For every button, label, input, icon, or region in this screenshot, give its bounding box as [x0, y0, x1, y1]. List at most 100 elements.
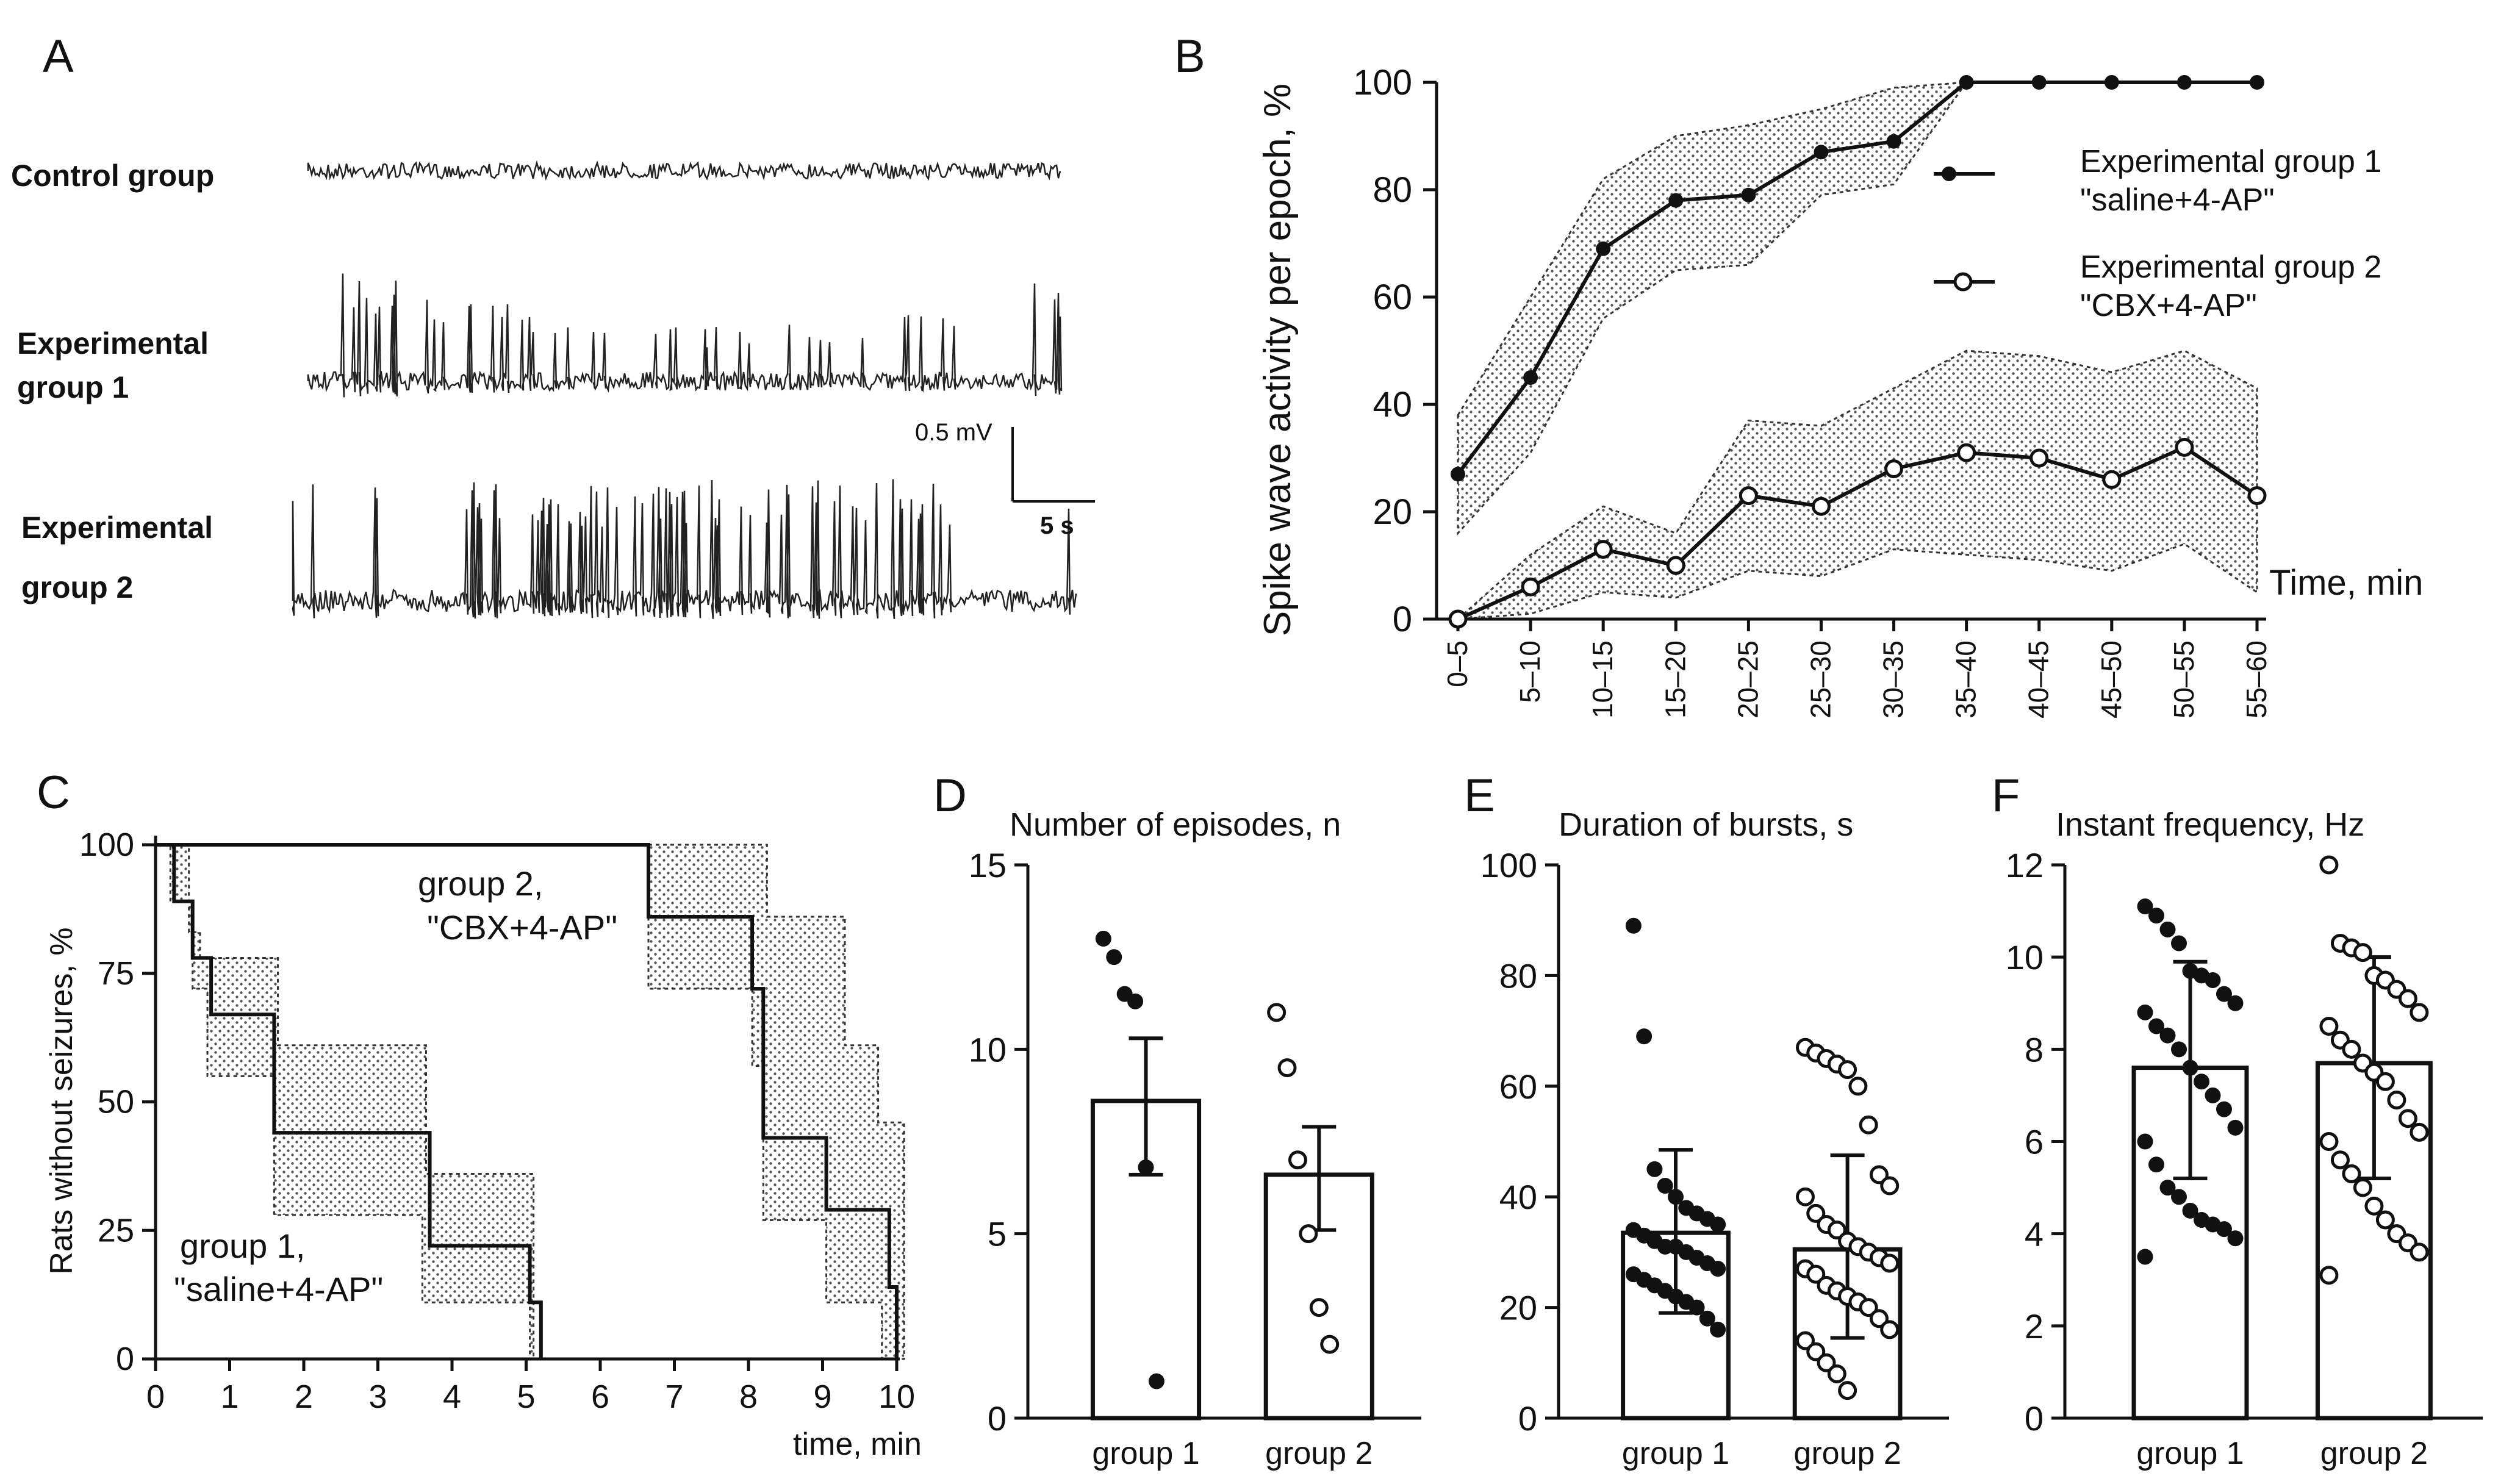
confidence-band: [169, 844, 535, 1360]
x-tick-label: 15–20: [1659, 640, 1691, 719]
y-tick-label: 5: [988, 1215, 1007, 1253]
x-tick-label: group 2: [2320, 1436, 2428, 1471]
data-point: [2137, 1249, 2153, 1265]
axes: 0 20 40 60 80 100 0–5 5–10 10–15 15–20 20–25 25–30 3…: [1353, 63, 2272, 719]
series: [1448, 75, 2267, 629]
y-tick-label: 40: [1499, 1178, 1537, 1216]
chart-title: Duration of bursts, s: [1559, 806, 1853, 843]
confidence-band: [1457, 81, 1968, 536]
y-tick-label: 40: [1373, 385, 1412, 425]
data-point: [1448, 609, 1468, 629]
data-point: [1095, 930, 1111, 947]
y-tick-label: 60: [1373, 278, 1412, 317]
trace-label-group2-line1: Experimental: [21, 511, 213, 545]
data-point: [1880, 1253, 1900, 1273]
data-point: [1710, 1216, 1726, 1233]
data-point: [1957, 443, 1976, 462]
data-point: [2247, 486, 2267, 506]
data-point: [1668, 193, 1684, 208]
x-tick-label: 0: [146, 1378, 165, 1415]
x-tick-label: 8: [739, 1378, 758, 1415]
data-point: [2176, 75, 2192, 90]
data-point: [2148, 908, 2165, 924]
data-point: [1451, 467, 1465, 482]
data-point: [1806, 1264, 1826, 1284]
y-tick-label: 50: [98, 1084, 134, 1120]
data-point: [1646, 1161, 1663, 1177]
data-point: [1138, 1159, 1154, 1175]
data-point: [1806, 1203, 1826, 1223]
data-point: [1869, 1309, 1889, 1328]
x-tick-label: 10: [878, 1378, 915, 1415]
data-point: [1636, 1028, 1653, 1045]
data-point: [2159, 1180, 2176, 1196]
data-point: [2205, 1087, 2221, 1103]
chart-panel-e: Duration of bursts, s 0 20 40 60 80 100 group …: [1480, 806, 1949, 1471]
y-tick-label: 10: [969, 1030, 1007, 1069]
y-tick-label: 20: [1499, 1289, 1537, 1327]
x-tick-label: 25–30: [1804, 640, 1836, 719]
chart-panel-f: Instant frequency, Hz 0 2 4 6 8 10 12 group 1 gr…: [2006, 806, 2483, 1471]
data-point: [1884, 459, 1904, 479]
data-point: [1880, 1320, 1900, 1339]
data-point: [1688, 1299, 1705, 1316]
chart-title: Instant frequency, Hz: [2056, 806, 2364, 843]
data-point: [1267, 1003, 1287, 1022]
scale-bar: 0.5 mV 5 s: [915, 419, 1095, 539]
y-tick-label: 0: [2025, 1399, 2044, 1438]
data-point: [2175, 437, 2194, 457]
scale-bar-time: 5 s: [1040, 512, 1074, 539]
confidence-bands: [169, 844, 905, 1360]
series-label-group1-line2: "saline+4-AP": [174, 1270, 383, 1308]
data-point: [2159, 1027, 2176, 1044]
data-point: [1814, 145, 1829, 160]
y-tick-label: 15: [969, 846, 1007, 884]
data-point: [1806, 1342, 1826, 1361]
data-point: [1699, 1310, 1715, 1327]
confidence-bands: [1455, 81, 2258, 620]
data-point: [1886, 134, 1901, 149]
data-point: [2319, 855, 2339, 875]
data-point: [2375, 1210, 2395, 1230]
y-tick-label: 60: [1499, 1067, 1537, 1106]
y-tick-label: 4: [2025, 1215, 2044, 1253]
scale-bar-voltage: 0.5 mV: [915, 419, 992, 446]
data-point: [1859, 1298, 1878, 1317]
data-point: [1127, 993, 1144, 1009]
data-point: [2182, 1059, 2198, 1076]
panel-letter-f: F: [1992, 770, 2020, 822]
data-point: [2171, 935, 2187, 952]
x-tick-label: 40–45: [2023, 640, 2054, 719]
plot-area: 0 5 10 15 group 1 group 2: [969, 846, 1421, 1471]
x-tick-label: 35–40: [1950, 640, 1982, 719]
y-tick-label: 0: [1518, 1399, 1537, 1438]
y-tick-label: 80: [1499, 956, 1537, 995]
data-point: [1320, 1335, 1340, 1354]
series-label-group2-line2: "CBX+4-AP": [427, 908, 617, 947]
y-tick-label: 0: [988, 1399, 1007, 1438]
x-tick-label: 5: [517, 1378, 535, 1415]
data-point: [2410, 1003, 2429, 1022]
data-point: [2342, 1039, 2361, 1059]
series-label-group1-line1: group 1,: [180, 1227, 306, 1265]
y-tick-label: 25: [98, 1212, 134, 1249]
data-point: [2319, 1132, 2339, 1151]
trace-group1: [307, 273, 1063, 398]
y-tick-label: 12: [2006, 846, 2044, 884]
y-tick-label: 2: [2025, 1307, 2044, 1346]
x-tick-label: 1: [220, 1378, 239, 1415]
data-point: [1299, 1224, 1318, 1244]
data-point: [2148, 1018, 2165, 1034]
panel-letter-d: D: [933, 770, 967, 822]
y-tick-label: 8: [2025, 1030, 2044, 1069]
data-point: [1795, 1331, 1815, 1350]
x-tick-label: 10–15: [1587, 640, 1618, 719]
y-tick-label: 20: [1373, 492, 1412, 532]
data-point: [2398, 1109, 2417, 1128]
data-point: [1277, 1058, 1297, 1078]
confidence-band: [647, 844, 905, 1360]
x-tick-label: 4: [443, 1378, 461, 1415]
y-tick-label: 6: [2025, 1123, 2044, 1161]
data-point: [2171, 1189, 2187, 1205]
data-point: [2375, 1072, 2395, 1091]
